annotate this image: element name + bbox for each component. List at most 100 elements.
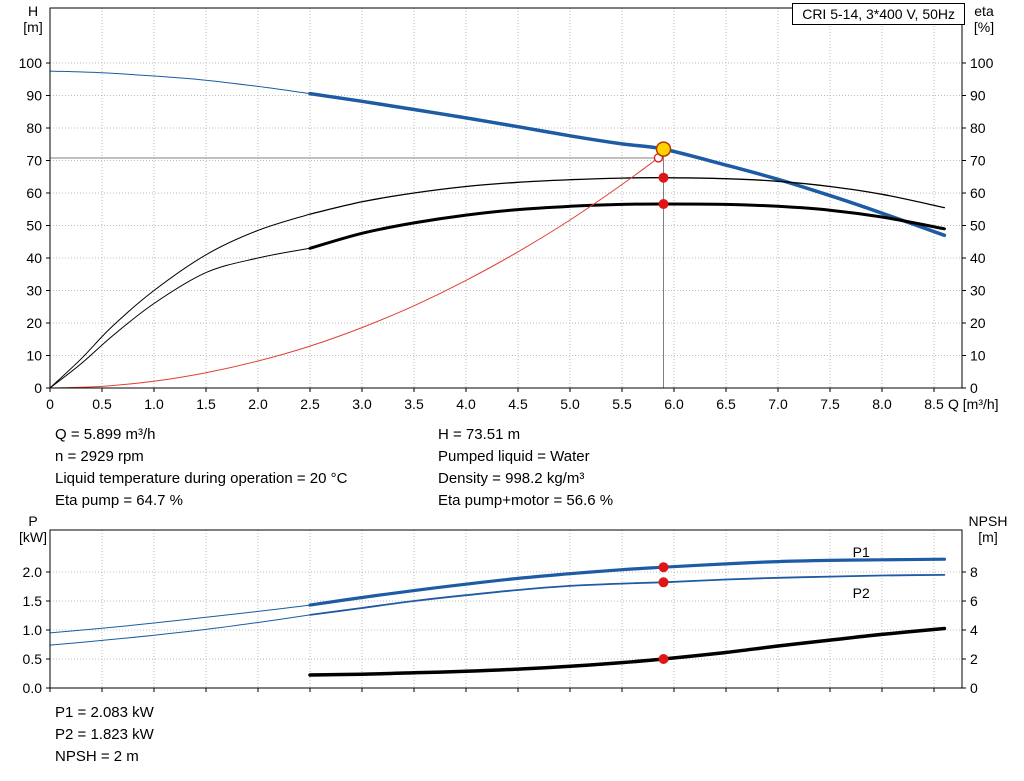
head-curve-thin: [49, 70, 311, 95]
duty-info-left: Q = 5.899 m³/h n = 2929 rpm Liquid tempe…: [55, 424, 347, 512]
x-tick-label: 6.5: [716, 396, 736, 412]
y-right-tick-label: 6: [970, 593, 978, 609]
y-left-tick-label: 90: [26, 88, 42, 104]
duty-point: [655, 141, 672, 157]
x-tick-label: 8.0: [872, 396, 892, 412]
p2-curve: [309, 574, 946, 616]
head-curve: [308, 91, 947, 238]
npsh-curve: [308, 626, 947, 677]
x-tick-label: 4.5: [508, 396, 528, 412]
info-eta-pump-motor: Eta pump+motor = 56.6 %: [438, 492, 614, 509]
x-tick-label: 1.0: [144, 396, 164, 412]
info-liquid-temperature: Liquid temperature during operation = 20…: [55, 470, 348, 487]
y-right-tick-label: 80: [970, 120, 986, 136]
p2-label: P2: [853, 585, 870, 601]
p1-label: P1: [853, 544, 870, 560]
x-tick-label: 5.5: [612, 396, 632, 412]
y-right-tick-label: 50: [970, 218, 986, 234]
info-eta-pump: Eta pump = 64.7 %: [55, 492, 183, 509]
x-tick-label: 4.0: [456, 396, 476, 412]
x-tick-label: 8.5: [924, 396, 944, 412]
y-left-tick-label: 40: [26, 250, 42, 266]
hq-eta-chart: 0 0.5 1.0 1.5 2.0 2.5 3.0 3.5 4.0 4.5 5.0 5.5 6.0 6.5…: [19, 3, 999, 412]
x-tick-label: 2.0: [248, 396, 268, 412]
y-left-tick-label: 0.0: [23, 680, 43, 696]
duty-info-right: H = 73.51 m Pumped liquid = Water Densit…: [438, 424, 613, 512]
y-left-axis-title: H: [28, 3, 38, 19]
x-tick-label: 3.0: [352, 396, 372, 412]
y-left-axis-title: P: [28, 513, 37, 529]
y-right-tick-label: 0: [970, 380, 978, 396]
y-right-tick-label: 40: [970, 250, 986, 266]
x-tick-label: 3.5: [404, 396, 424, 412]
result-npsh: NPSH = 2 m: [55, 748, 139, 765]
npsh-point: [658, 654, 669, 664]
x-tick-label: 7.5: [820, 396, 840, 412]
info-pumped-liquid: Pumped liquid = Water: [438, 448, 590, 465]
y-left-axis-title: [m]: [23, 19, 42, 35]
y-left-tick-label: 60: [26, 185, 42, 201]
y-right-tick-label: 10: [970, 348, 986, 364]
y-left-tick-label: 0.5: [23, 651, 43, 667]
y-right-tick-label: 8: [970, 564, 978, 580]
system-curve: [49, 157, 659, 389]
y-right-tick-label: 30: [970, 283, 986, 299]
y-left-tick-label: 100: [19, 55, 43, 71]
result-p1: P1 = 2.083 kW: [55, 704, 154, 721]
x-tick-label: 1.5: [196, 396, 216, 412]
eta-pump-motor-point: [658, 199, 669, 209]
y-left-tick-label: 10: [26, 348, 42, 364]
x-tick-label: 6.0: [664, 396, 684, 412]
info-head: H = 73.51 m: [438, 426, 521, 443]
y-left-tick-label: 1.5: [23, 593, 43, 609]
results-block: P1 = 2.083 kW P2 = 1.823 kW NPSH = 2 m: [55, 702, 154, 768]
y-right-tick-label: 20: [970, 315, 986, 331]
y-left-tick-label: 0: [34, 380, 42, 396]
x-tick-label: 5.0: [560, 396, 580, 412]
y-left-axis-title: [kW]: [19, 529, 47, 545]
eta-pump-point: [658, 172, 669, 183]
y-right-axis-title: NPSH: [969, 513, 1008, 529]
info-flow: Q = 5.899 m³/h: [55, 426, 156, 443]
y-right-tick-label: 4: [970, 622, 978, 638]
y-right-tick-label: 100: [970, 55, 994, 71]
y-left-tick-label: 80: [26, 120, 42, 136]
power-npsh-chart: 0.0 0.5 1.0 1.5 2.0 0 2 4 6 8 P[kW] NPSH[m] P1 P2: [19, 513, 1007, 696]
p1-curve: [308, 557, 946, 607]
y-left-tick-label: 2.0: [23, 564, 43, 580]
y-left-tick-label: 50: [26, 218, 42, 234]
y-left-tick-label: 70: [26, 153, 42, 169]
y-right-axis-title: eta: [974, 3, 994, 19]
p1-curve-thin: [49, 604, 311, 634]
y-right-axis-title: [m]: [978, 529, 997, 545]
y-right-tick-label: 2: [970, 651, 978, 667]
y-right-tick-label: 60: [970, 185, 986, 201]
x-tick-label: 0.5: [92, 396, 112, 412]
y-right-axis-title: [%]: [974, 19, 994, 35]
y-left-tick-label: 20: [26, 315, 42, 331]
y-right-tick-label: 70: [970, 153, 986, 169]
y-left-tick-label: 30: [26, 283, 42, 299]
y-right-tick-label: 90: [970, 88, 986, 104]
p2-point: [658, 577, 669, 588]
y-right-tick-label: 0: [970, 680, 978, 696]
p2-curve-thin: [49, 614, 311, 646]
eta-pump-motor-thin: [49, 247, 311, 389]
x-tick-label: 0: [46, 396, 54, 412]
result-p2: P2 = 1.823 kW: [55, 726, 154, 743]
plot-frame: [49, 7, 963, 389]
x-tick-label: 7.0: [768, 396, 788, 412]
p1-point: [658, 562, 669, 573]
plot-frame: [49, 529, 963, 689]
y-left-tick-label: 1.0: [23, 622, 43, 638]
x-tick-label: 2.5: [300, 396, 320, 412]
pump-title-box: CRI 5-14, 3*400 V, 50Hz: [792, 3, 965, 25]
eta-pump-curve-thin: [49, 213, 311, 389]
eta-pump-curve: [309, 177, 946, 215]
info-speed: n = 2929 rpm: [55, 448, 144, 465]
eta-pump-motor-curve: [308, 202, 946, 250]
x-axis-title: Q [m³/h]: [948, 396, 999, 412]
info-density: Density = 998.2 kg/m³: [438, 470, 585, 487]
